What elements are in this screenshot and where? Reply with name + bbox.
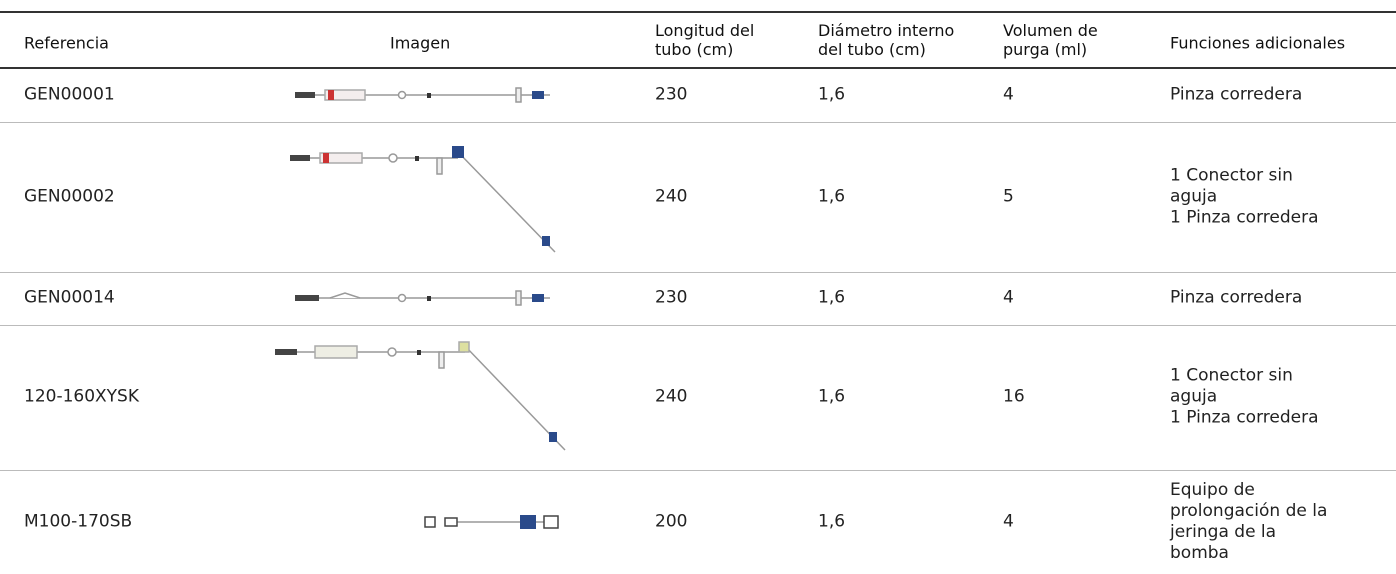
functions: 1 Conector sin aguja 1 Pinza corredera [1170,166,1335,229]
function-line: 1 Conector sin aguja [1170,365,1293,407]
image-row-2 [290,146,556,253]
row-rule [0,272,1396,273]
diameter: 1,6 [818,511,846,532]
header-cell: Volumen de purga (ml) [1003,21,1098,59]
diameter: 1,6 [818,386,846,407]
function-line: 1 Pinza corredera [1170,207,1319,228]
function-line: Equipo de prolongación de la jeringa de … [1170,480,1328,563]
reference: 120-160XYSK [24,386,139,407]
header-cell: Longitud del tubo (cm) [655,21,755,59]
functions: 1 Conector sin aguja 1 Pinza corredera [1170,366,1335,429]
header-cell: Referencia [24,33,109,53]
diameter: 1,6 [818,186,846,207]
function-line: 1 Conector sin aguja [1170,165,1293,207]
length: 230 [655,287,688,308]
length: 240 [655,186,688,207]
header-rule [0,67,1396,69]
image-row-1 [295,87,550,103]
diameter: 1,6 [818,287,846,308]
volume: 4 [1003,84,1014,105]
image-row-4 [275,341,566,451]
image-row-5 [424,515,559,529]
volume: 4 [1003,287,1014,308]
reference: GEN00002 [24,186,115,207]
reference: M100-170SB [24,511,133,532]
row-rule [0,325,1396,326]
volume: 16 [1003,386,1025,407]
row-rule [0,470,1396,471]
length: 230 [655,84,688,105]
functions: Pinza corredera [1170,288,1335,309]
diameter: 1,6 [818,84,846,105]
function-line: 1 Pinza corredera [1170,407,1319,428]
functions: Pinza corredera [1170,85,1335,106]
function-line: Pinza corredera [1170,287,1303,308]
function-line: Pinza corredera [1170,84,1303,105]
volume: 5 [1003,186,1014,207]
reference: GEN00001 [24,84,115,105]
top-rule [0,11,1396,13]
functions: Equipo de prolongación de la jeringa de … [1170,480,1335,564]
header-cell: Diámetro interno del tubo (cm) [818,21,955,59]
volume: 4 [1003,511,1014,532]
row-rule [0,122,1396,123]
length: 200 [655,511,688,532]
length: 240 [655,386,688,407]
header-cell: Imagen [390,33,451,53]
reference: GEN00014 [24,287,115,308]
image-row-3 [295,290,550,306]
header-cell: Funciones adicionales [1170,33,1346,53]
